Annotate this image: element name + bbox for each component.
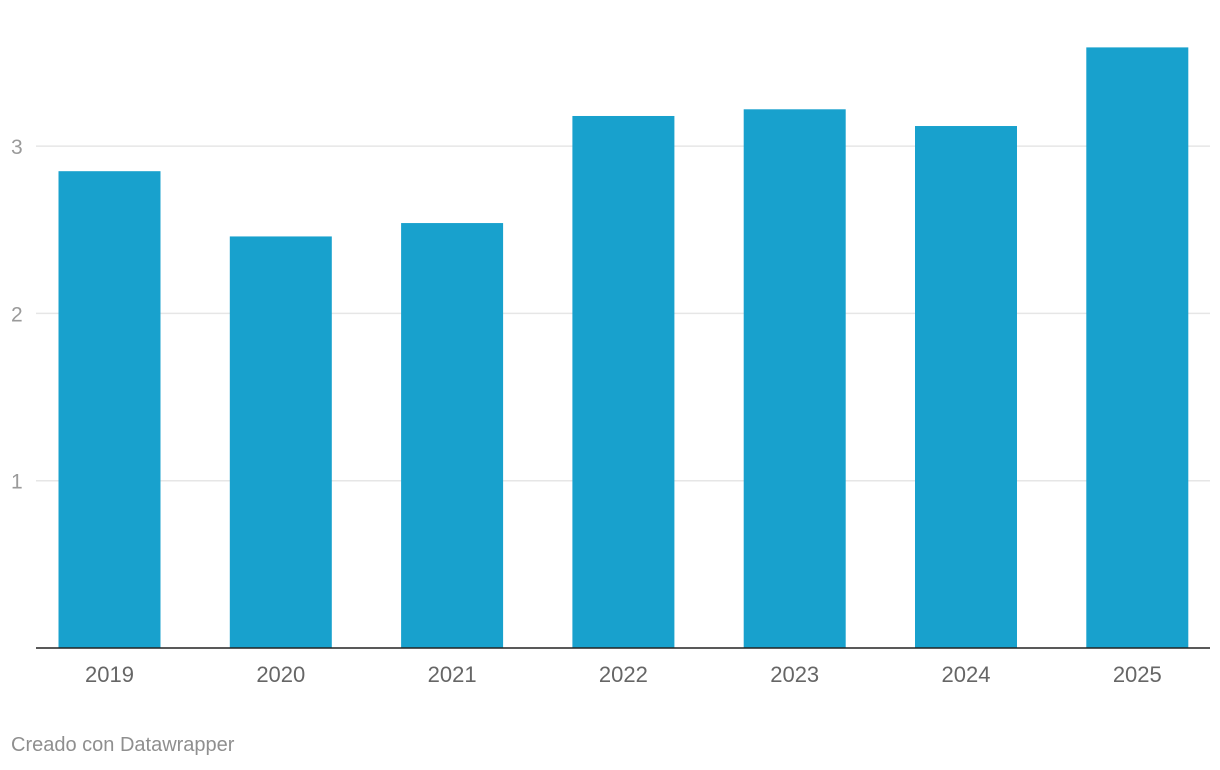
bar-2024 [915,126,1017,649]
bars [58,47,1189,649]
x-tick-label: 2020 [256,662,305,687]
bar-2021 [401,223,504,649]
y-tick-label: 2 [11,303,23,326]
x-tick-label: 2021 [428,662,477,687]
y-tick-label: 1 [11,471,23,494]
x-tick-label: 2023 [770,662,819,687]
y-tick-label: 3 [11,136,23,159]
y-axis-ticks: 1 2 3 [11,136,23,494]
footer-credit: Creado con Datawrapper [11,734,235,756]
x-tick-label: 2019 [85,662,134,687]
x-tick-label: 2025 [1113,662,1162,687]
x-axis-ticks: 2019 2020 2021 2022 2023 2024 2025 [85,662,1162,687]
bar-2023 [743,109,846,648]
bar-2019 [58,171,161,648]
bar-2022 [572,115,675,648]
bar-2020 [229,236,332,648]
bar-2025 [1086,47,1189,648]
x-tick-label: 2022 [599,662,648,687]
x-tick-label: 2024 [942,662,991,687]
